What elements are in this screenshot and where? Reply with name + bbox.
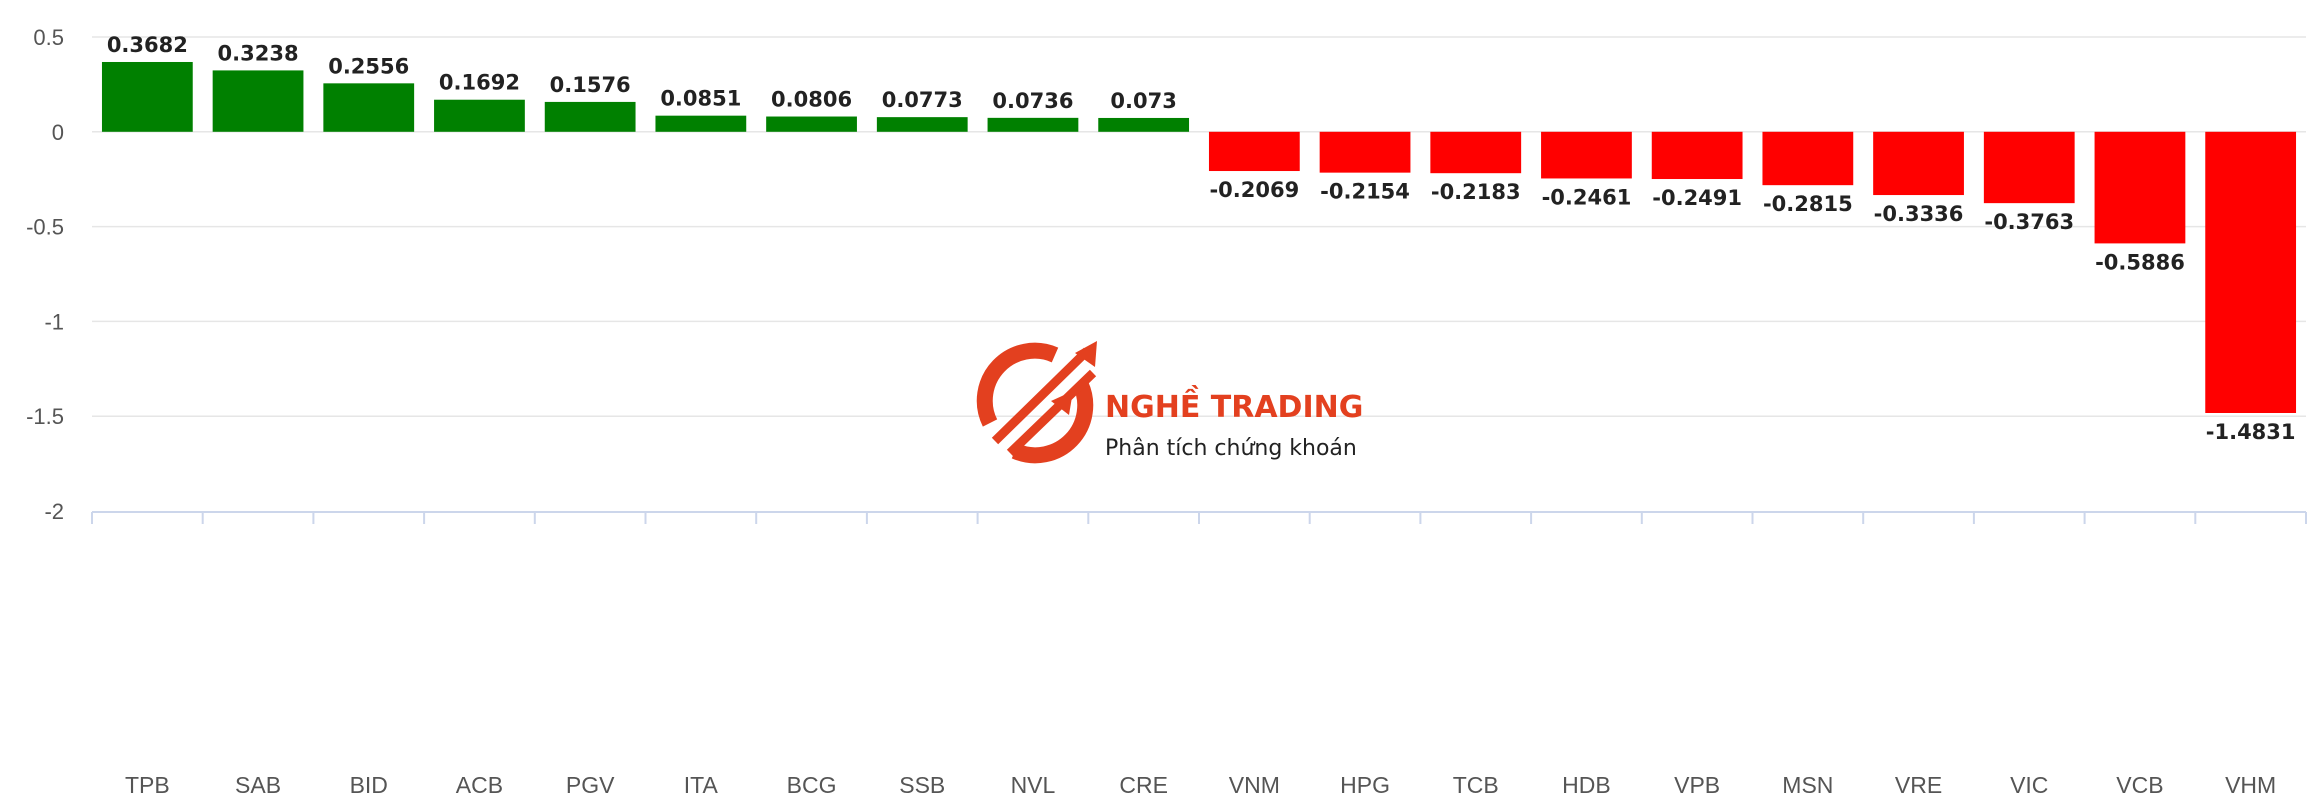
- y-tick-label: -2: [44, 499, 64, 524]
- bar-vre[interactable]: [1873, 131, 1964, 196]
- x-tick-label-pgv: PGV: [566, 772, 615, 798]
- bar-tpb[interactable]: [101, 61, 193, 132]
- x-tick-label-hpg: HPG: [1340, 772, 1390, 798]
- x-tick-label-sab: SAB: [235, 772, 281, 798]
- data-label-vnm: -0.2069: [1209, 178, 1299, 202]
- bar-vhm[interactable]: [2205, 131, 2297, 413]
- bar-hdb[interactable]: [1541, 131, 1632, 179]
- x-tick-label-acb: ACB: [456, 772, 503, 798]
- x-tick-label-vpb: VPB: [1674, 772, 1720, 798]
- x-tick-label-vnm: VNM: [1229, 772, 1280, 798]
- logo-ring-upper: [976, 342, 1059, 427]
- data-label-vcb: -0.5886: [2095, 250, 2185, 274]
- x-tick-label-tcb: TCB: [1453, 772, 1499, 798]
- watermark-name: NGHỀ TRADING: [1105, 385, 1363, 425]
- logo-ring-lower: [1011, 379, 1094, 464]
- data-label-vpb: -0.2491: [1652, 186, 1742, 210]
- x-tick-label-vhm: VHM: [2225, 772, 2276, 798]
- y-axis-ticks: 0.5 0 -0.5 -1 -1.5 -2: [26, 25, 64, 524]
- bar-sab[interactable]: [212, 70, 304, 132]
- bar-tcb[interactable]: [1430, 131, 1522, 174]
- bar-bid[interactable]: [323, 83, 415, 132]
- data-label-pgv: 0.1576: [550, 73, 631, 97]
- x-tick-label-tpb: TPB: [125, 772, 170, 798]
- y-tick-label: 0: [52, 120, 64, 145]
- bar-cre[interactable]: [1098, 117, 1190, 132]
- y-tick-label: -1.5: [26, 404, 64, 429]
- bar-vpb[interactable]: [1651, 131, 1743, 180]
- bar-bcg[interactable]: [766, 116, 857, 132]
- data-label-tpb: 0.3682: [107, 33, 188, 57]
- y-tick-label: -0.5: [26, 215, 64, 240]
- bar-vic[interactable]: [1983, 131, 2075, 204]
- bars: [101, 61, 2297, 413]
- data-label-ita: 0.0851: [660, 87, 741, 111]
- x-tick-label-bcg: BCG: [787, 772, 837, 798]
- x-tick-label-vic: VIC: [2010, 772, 2048, 798]
- logo-arrow-line-1: [991, 347, 1091, 445]
- data-label-ssb: 0.0773: [882, 88, 963, 112]
- watermark-tagline: Phân tích chứng khoán: [1105, 436, 1357, 461]
- data-label-hpg: -0.2154: [1320, 180, 1410, 204]
- x-tick-label-vre: VRE: [1895, 772, 1942, 798]
- x-tick-label-ssb: SSB: [899, 772, 945, 798]
- x-tick-label-hdb: HDB: [1562, 772, 1611, 798]
- x-tick-label-nvl: NVL: [1011, 772, 1056, 798]
- bar-acb[interactable]: [434, 99, 525, 132]
- data-label-msn: -0.2815: [1763, 192, 1853, 216]
- logo-arrow-line-2: [1006, 369, 1097, 457]
- bar-ita[interactable]: [655, 115, 747, 132]
- bar-vcb[interactable]: [2094, 131, 2186, 244]
- x-tick-label-ita: ITA: [684, 772, 719, 798]
- x-tick-label-bid: BID: [350, 772, 388, 798]
- bar-msn[interactable]: [1762, 131, 1854, 186]
- watermark-logo: NGHỀ TRADING Phân tích chứng khoán: [976, 341, 1363, 464]
- data-label-bcg: 0.0806: [771, 88, 852, 112]
- x-tick-label-vcb: VCB: [2116, 772, 2163, 798]
- logo-mark-icon: [976, 341, 1097, 464]
- data-label-sab: 0.3238: [218, 41, 299, 65]
- data-label-vre: -0.3336: [1874, 202, 1964, 226]
- y-tick-label: -1: [44, 309, 64, 334]
- bar-nvl[interactable]: [987, 117, 1079, 132]
- logo-arrow-head-2: [1051, 391, 1073, 415]
- data-label-bid: 0.2556: [328, 54, 409, 78]
- x-tick-label-cre: CRE: [1119, 772, 1168, 798]
- data-label-vhm: -1.4831: [2206, 420, 2296, 444]
- bar-pgv[interactable]: [544, 101, 636, 132]
- data-labels: 0.3682 0.3238 0.2556 0.1692 0.1576 0.0851 0.08…: [107, 33, 2296, 444]
- gridlines: [92, 36, 2306, 417]
- bar-hpg[interactable]: [1319, 131, 1411, 173]
- logo-arrow-head-1: [1075, 341, 1097, 367]
- data-label-acb: 0.1692: [439, 71, 520, 95]
- bar-ssb[interactable]: [876, 117, 968, 132]
- data-label-tcb: -0.2183: [1431, 180, 1521, 204]
- y-tick-label: 0.5: [33, 25, 64, 50]
- x-axis: TPB SAB BID ACB PGV ITA BCG SSB NVL CRE VNM HPG TCB H…: [91, 511, 2307, 798]
- data-label-cre: 0.073: [1110, 89, 1176, 113]
- bar-vnm[interactable]: [1208, 131, 1300, 172]
- data-label-vic: -0.3763: [1984, 210, 2074, 234]
- data-label-hdb: -0.2461: [1542, 185, 1632, 209]
- data-label-nvl: 0.0736: [992, 89, 1073, 113]
- x-tick-label-msn: MSN: [1782, 772, 1833, 798]
